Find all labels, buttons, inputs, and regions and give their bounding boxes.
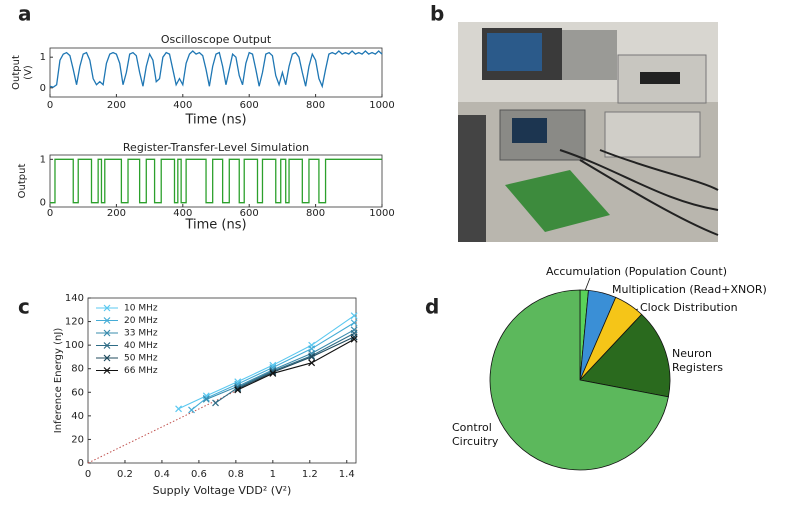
chart-title: Register-Transfer-Level Simulation: [123, 141, 309, 154]
x-tick-label: 0.8: [228, 469, 244, 480]
slice-label: Clock Distribution: [640, 301, 738, 314]
plot-frame: [49, 47, 383, 98]
panel-label: b: [430, 2, 444, 26]
marker: [175, 405, 182, 413]
y-tick-label: 80: [71, 364, 84, 375]
pie-slice: [579, 313, 671, 398]
legend-marker: [103, 304, 111, 312]
x-axis-label: Time (ns): [184, 113, 246, 128]
x-axis-label: Supply Voltage VDD² (V²): [153, 484, 292, 497]
legend-marker: [103, 342, 111, 349]
series-line: [206, 329, 355, 400]
y-tick-label: 0: [40, 83, 46, 94]
plot-frame: [49, 154, 383, 208]
y-tick-label: 0: [78, 458, 84, 469]
y-tick-label: 120: [65, 317, 84, 328]
legend-label: 33 MHz: [124, 329, 158, 339]
marker: [308, 353, 316, 361]
series-line: [237, 338, 355, 391]
x-axis-label: Time (ns): [184, 218, 246, 233]
series-line: [178, 315, 355, 410]
marker: [202, 394, 210, 402]
x-tick-label: 1000: [369, 100, 394, 111]
fit-line: [87, 385, 246, 464]
x-tick-label: 1000: [369, 208, 394, 219]
legend-label: 66 MHz: [124, 366, 158, 376]
marker: [350, 335, 358, 343]
legend-label: 10 MHz: [124, 304, 158, 314]
panel-label: a: [18, 2, 32, 26]
x-tick-label: 0.2: [117, 469, 133, 480]
y-tick-label: 40: [71, 411, 84, 422]
x-tick-label: 800: [306, 100, 325, 111]
pie-slice: [489, 289, 669, 471]
y-tick-label: 1: [40, 154, 46, 165]
x-tick-label: 400: [173, 100, 192, 111]
x-tick-label: 200: [107, 100, 126, 111]
marker: [234, 385, 242, 393]
marker: [269, 370, 277, 377]
y-axis-label: Output: [11, 55, 22, 90]
photo: [458, 22, 719, 242]
x-tick-label: 0: [47, 100, 53, 111]
y-axis-label: Inference Energy (nJ): [53, 328, 64, 434]
y-tick-label: 20: [71, 434, 84, 445]
plot-frame: [87, 297, 357, 464]
y-axis-label: Output: [17, 164, 28, 199]
series-line: [237, 336, 355, 390]
panel-label: c: [18, 295, 30, 319]
x-tick-label: 0: [47, 208, 53, 219]
slice-label: Accumulation (Population Count): [546, 265, 727, 278]
marker: [188, 406, 195, 414]
slice-label: Control Circuitry: [452, 421, 499, 448]
legend-marker: [103, 354, 111, 362]
x-tick-label: 400: [173, 208, 192, 219]
x-tick-label: 0: [85, 469, 91, 480]
series-line: [49, 50, 383, 89]
y-tick-label: 100: [65, 340, 84, 351]
marker: [350, 333, 358, 341]
marker: [350, 319, 358, 327]
x-tick-label: 1: [270, 469, 276, 480]
marker: [234, 386, 242, 394]
series-line: [50, 158, 382, 204]
x-tick-label: 600: [240, 100, 259, 111]
y-tick-label: 1: [40, 52, 46, 63]
x-tick-label: 800: [306, 208, 325, 219]
legend-label: 50 MHz: [124, 354, 158, 364]
series-line: [191, 322, 355, 411]
legend-marker: [103, 317, 111, 324]
legend-marker: [103, 367, 111, 374]
marker: [212, 399, 219, 407]
x-tick-label: 200: [107, 208, 126, 219]
legend-marker: [103, 329, 111, 337]
slice-label: Multiplication (Read+XNOR): [612, 283, 767, 296]
legend-label: 20 MHz: [124, 316, 158, 326]
x-tick-label: 0.6: [191, 469, 207, 480]
chart-title: Oscilloscope Output: [161, 33, 272, 46]
x-tick-label: 1.2: [302, 469, 318, 480]
x-tick-label: 1.4: [339, 469, 355, 480]
marker: [350, 312, 358, 320]
y-tick-label: 0: [40, 198, 46, 209]
x-tick-label: 600: [240, 208, 259, 219]
y-tick-label: 140: [65, 293, 84, 304]
y-tick-label: 60: [71, 387, 84, 398]
y-axis-label: (V): [23, 65, 34, 80]
series-line: [215, 332, 355, 404]
marker: [308, 359, 316, 367]
x-tick-label: 0.4: [154, 469, 170, 480]
marker: [202, 395, 210, 403]
slice-label: Neuron Registers: [672, 347, 724, 374]
panel-label: d: [425, 295, 439, 319]
legend-label: 40 MHz: [124, 341, 158, 351]
